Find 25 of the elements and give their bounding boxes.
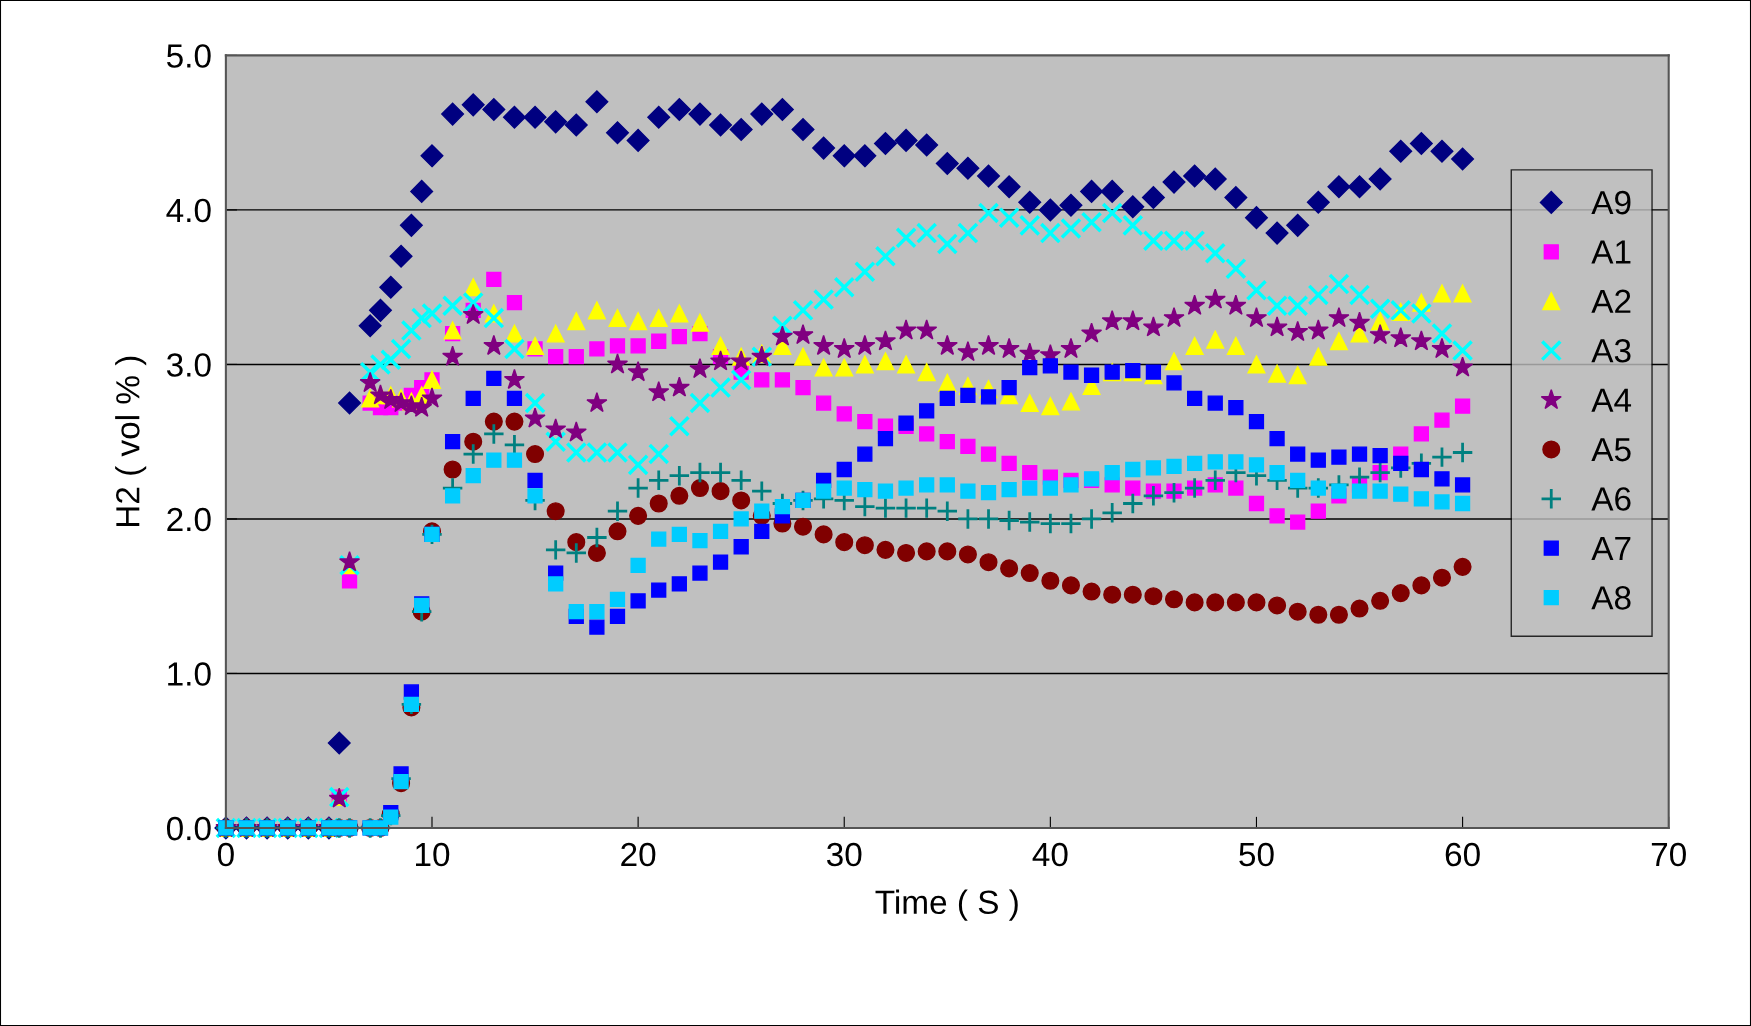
- legend-label: A2: [1591, 289, 1631, 313]
- legend-label: A1: [1591, 240, 1631, 264]
- legend-label: A9: [1591, 190, 1631, 215]
- y-tick-label: 4.0: [166, 198, 211, 223]
- x-tick-label: 60: [1445, 842, 1480, 867]
- y-axis-title: H2 ( vol % ): [115, 356, 147, 527]
- legend-label: A6: [1591, 487, 1631, 511]
- legend-label: A3: [1591, 339, 1631, 363]
- legend-label: A5: [1591, 438, 1631, 462]
- legend-label: A4: [1591, 388, 1632, 412]
- x-tick-label: 20: [621, 842, 656, 867]
- x-tick-label: 50: [1239, 842, 1274, 867]
- y-tick-label: 0.0: [166, 816, 211, 841]
- x-tick-label: 70: [1651, 842, 1686, 867]
- y-tick-label: 2.0: [167, 507, 211, 532]
- x-axis-title: Time ( S ): [875, 889, 1018, 921]
- x-tick-label: 10: [416, 842, 450, 867]
- y-tick-label: 1.0: [168, 662, 211, 686]
- legend-label: A7: [1591, 536, 1631, 560]
- x-tick-label: 0: [217, 842, 234, 867]
- y-tick-label: 3.0: [166, 353, 211, 377]
- x-tick-label: 30: [826, 842, 862, 867]
- x-tick-label: 40: [1032, 842, 1068, 867]
- legend-label: A8: [1591, 586, 1631, 610]
- y-tick-label: 5.0: [166, 44, 211, 68]
